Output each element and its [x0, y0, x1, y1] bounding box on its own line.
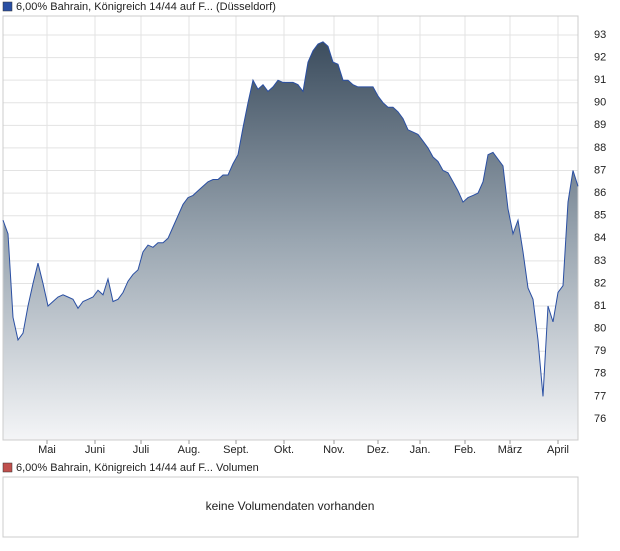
y-tick-label: 93 — [594, 29, 606, 41]
x-tick-label: Jan. — [410, 444, 431, 456]
y-tick-label: 80 — [594, 323, 606, 335]
legend-label: 6,00% Bahrain, Königreich 14/44 auf F...… — [16, 462, 259, 474]
legend-swatch — [2, 462, 13, 473]
legend-swatch — [2, 1, 13, 12]
y-tick-label: 91 — [594, 74, 606, 86]
y-tick-label: 90 — [594, 97, 606, 109]
y-tick-label: 79 — [594, 345, 606, 357]
volume-message: keine Volumendaten vorhanden — [206, 499, 375, 513]
y-tick-label: 77 — [594, 390, 606, 402]
y-tick-label: 86 — [594, 187, 606, 199]
x-tick-label: Juni — [85, 444, 105, 456]
y-tick-label: 82 — [594, 277, 606, 289]
legend-label: 6,00% Bahrain, Königreich 14/44 auf F...… — [16, 1, 276, 13]
x-tick-label: Aug. — [178, 444, 201, 456]
x-tick-label: Sept. — [223, 444, 249, 456]
volume-frame — [2, 476, 579, 538]
price-line — [2, 41, 579, 397]
y-tick-label: 87 — [594, 164, 606, 176]
plot-frame — [2, 15, 579, 441]
x-tick-label: Okt. — [274, 444, 294, 456]
x-tick-label: Mai — [38, 444, 56, 456]
y-tick-label: 84 — [594, 232, 606, 244]
y-tick-label: 83 — [594, 255, 606, 267]
y-tick-label: 76 — [594, 413, 606, 425]
x-tick-label: Nov. — [323, 444, 345, 456]
x-tick-label: Feb. — [454, 444, 476, 456]
y-tick-label: 92 — [594, 51, 606, 63]
x-tick-label: Juli — [133, 444, 150, 456]
x-tick-label: März — [498, 444, 522, 456]
x-tick-label: Dez. — [367, 444, 390, 456]
y-tick-label: 88 — [594, 142, 606, 154]
y-tick-label: 78 — [594, 368, 606, 380]
y-tick-label: 81 — [594, 300, 606, 312]
area-fill — [3, 41, 578, 441]
y-tick-label: 85 — [594, 210, 606, 222]
x-tick-label: April — [547, 444, 569, 456]
y-tick-label: 89 — [594, 119, 606, 131]
